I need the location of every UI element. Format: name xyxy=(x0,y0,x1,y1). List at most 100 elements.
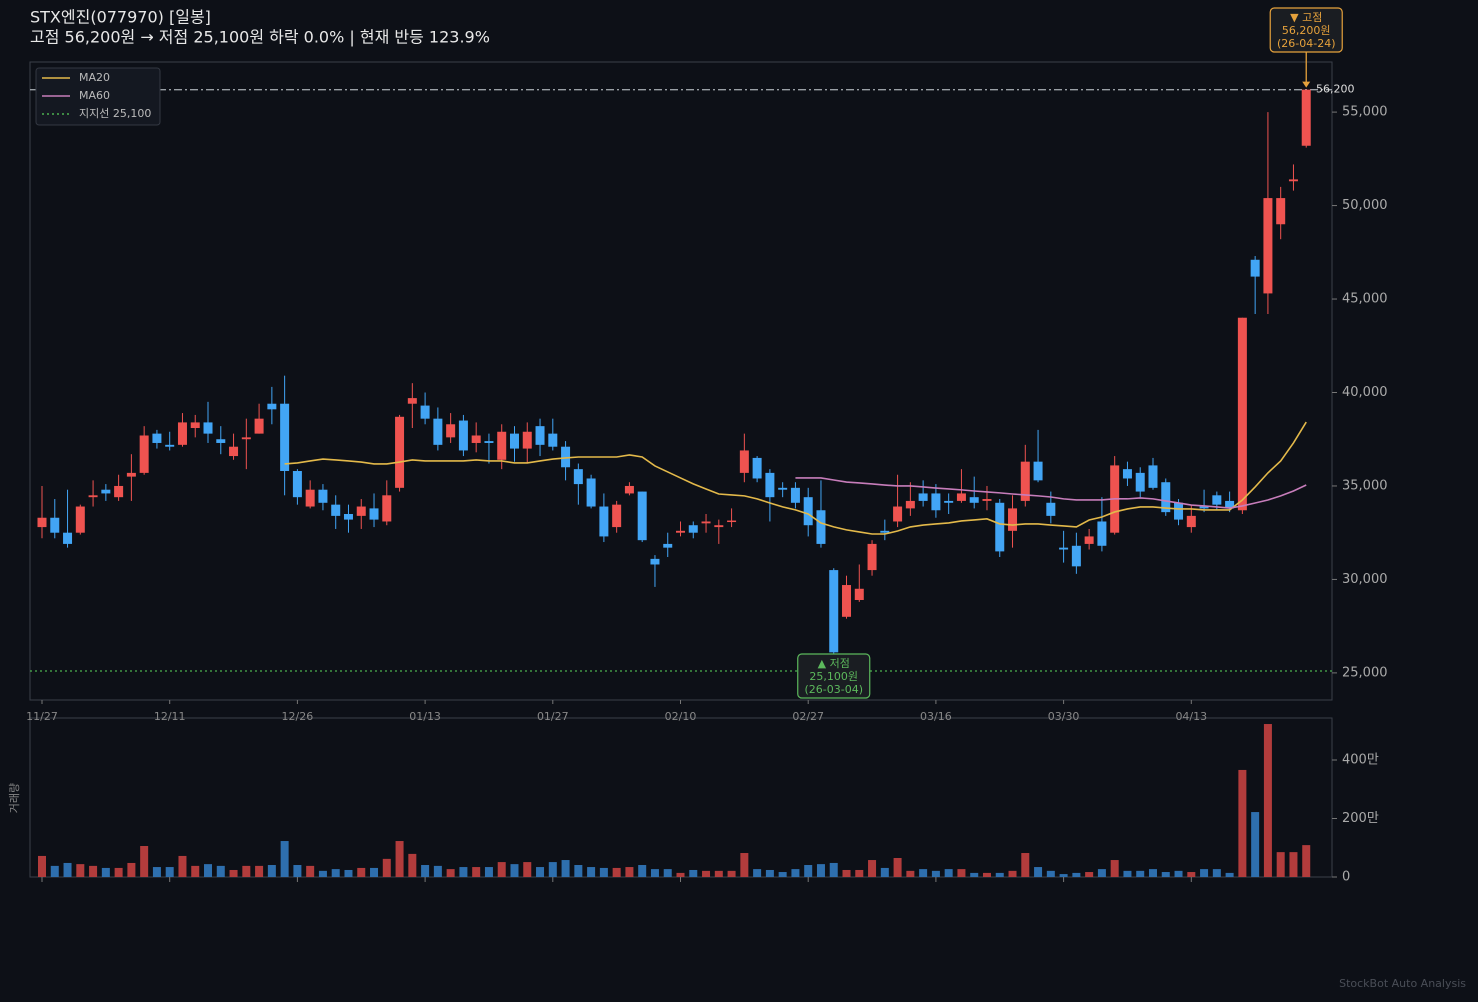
legend: MA20 MA60 지지선 25,100 xyxy=(35,67,161,126)
volume-bar xyxy=(89,865,98,877)
candle-body xyxy=(842,585,852,617)
volume-axis-label: 거래량 xyxy=(8,783,21,813)
legend-label: MA20 xyxy=(79,71,110,84)
volume-bar xyxy=(152,867,161,877)
candle-body xyxy=(37,517,47,528)
candle-body xyxy=(50,517,60,533)
volume-bar xyxy=(318,870,327,877)
candle-body xyxy=(918,493,928,501)
volume-bar xyxy=(1136,870,1145,877)
legend-label: 지지선 25,100 xyxy=(79,107,151,120)
annotation-box xyxy=(797,653,871,699)
volume-bar xyxy=(893,857,902,877)
annotation-text: ▼ 고점 xyxy=(1290,11,1322,24)
candle-body xyxy=(676,530,685,533)
candle-body xyxy=(165,444,175,447)
candle-body xyxy=(1237,317,1247,511)
volume-bar xyxy=(76,864,85,877)
candle-body xyxy=(1122,469,1132,479)
volume-bar xyxy=(267,865,276,877)
candle-body xyxy=(854,588,864,600)
candle-body xyxy=(727,520,737,523)
volume-bar xyxy=(1289,852,1298,877)
volume-bar xyxy=(280,841,289,877)
volume-bar xyxy=(816,864,825,877)
candle-body xyxy=(1276,198,1286,225)
candle-body xyxy=(1084,536,1094,544)
candle-body xyxy=(177,422,187,445)
candle-body xyxy=(471,435,481,443)
volume-bar xyxy=(293,865,302,877)
volume-bar xyxy=(625,867,634,877)
y-tick-label: 55,000 xyxy=(1342,105,1388,120)
chart-title: STX엔진(077970) [일봉] xyxy=(30,8,211,27)
volume-bar xyxy=(421,865,430,877)
candle-body xyxy=(663,543,673,548)
y-tick-label: 0 xyxy=(1342,870,1350,885)
candle-body xyxy=(880,530,890,533)
candle-body xyxy=(650,558,660,565)
candle-body xyxy=(75,506,85,533)
volume-bar xyxy=(497,862,506,877)
x-tick-label: 03/30 xyxy=(1048,710,1080,723)
candle-body xyxy=(241,437,251,440)
volume-bar xyxy=(357,867,366,877)
candle-body xyxy=(1250,259,1260,277)
volume-bar xyxy=(1251,812,1260,877)
candle-body xyxy=(561,446,571,468)
candle-body xyxy=(714,525,724,528)
candle-body xyxy=(139,435,149,473)
candle-body xyxy=(905,500,915,509)
candle-body xyxy=(573,469,583,485)
volume-bar xyxy=(829,862,838,877)
candle-body xyxy=(790,487,800,503)
chart-subtitle: 고점 56,200원 → 저점 25,100원 하락 0.0% | 현재 반등 … xyxy=(30,28,490,47)
volume-bar xyxy=(216,865,225,877)
candle-body xyxy=(369,508,379,520)
candle-body xyxy=(305,489,315,507)
candle-body xyxy=(752,457,762,479)
candle-body xyxy=(829,570,839,653)
candle-body xyxy=(509,433,519,449)
candle-body xyxy=(995,502,1005,552)
volume-bar xyxy=(676,872,685,877)
volume-bar xyxy=(204,864,213,877)
volume-bar xyxy=(1161,872,1170,877)
volume-bar xyxy=(63,862,72,877)
volume-bar xyxy=(38,855,46,877)
y-tick-label: 25,000 xyxy=(1342,665,1388,680)
candle-body xyxy=(1046,502,1056,516)
candle-body xyxy=(739,450,749,473)
volume-bar xyxy=(344,869,353,877)
candle-body xyxy=(624,485,634,494)
candle-body xyxy=(382,495,392,522)
legend-box xyxy=(35,67,161,126)
candle-body xyxy=(956,493,966,501)
annotation-text: (26-04-24) xyxy=(1277,37,1336,50)
volume-bar xyxy=(714,870,723,877)
volume-bar xyxy=(382,858,391,877)
volume-bar xyxy=(548,862,557,877)
volume-bar xyxy=(1225,872,1234,877)
annotation-text: 25,100원 xyxy=(809,670,858,683)
candle-body xyxy=(765,472,775,498)
volume-bar xyxy=(740,853,749,877)
ma-line xyxy=(795,477,1307,509)
candle-body xyxy=(1186,515,1196,528)
candle-body xyxy=(280,403,290,472)
candle-body xyxy=(484,441,494,443)
annotation-text: ▲ 저점 xyxy=(818,657,850,670)
candle-body xyxy=(535,426,545,445)
candle-body xyxy=(982,499,992,501)
candle-body xyxy=(1020,461,1030,501)
x-tick-label: 04/13 xyxy=(1175,710,1207,723)
candle-body xyxy=(1135,472,1145,492)
candle-body xyxy=(1174,502,1184,520)
candle-body xyxy=(420,405,430,419)
volume-bar xyxy=(229,869,238,877)
candle-body xyxy=(88,495,98,498)
candle-body xyxy=(778,487,788,490)
volume-bar xyxy=(178,855,187,877)
y-tick-label: 200만 xyxy=(1342,811,1379,826)
x-tick-label: 01/13 xyxy=(409,710,441,723)
